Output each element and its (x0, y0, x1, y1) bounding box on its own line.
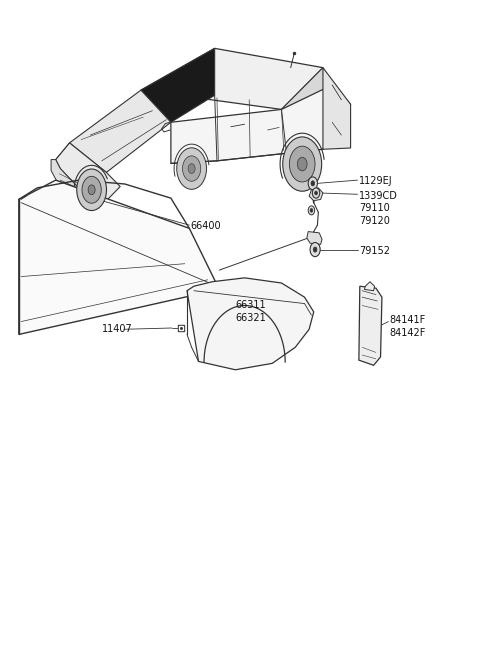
Polygon shape (51, 159, 85, 199)
Circle shape (289, 146, 315, 182)
Text: 79120: 79120 (359, 216, 390, 226)
Polygon shape (70, 90, 171, 173)
Polygon shape (187, 278, 314, 370)
Circle shape (308, 206, 315, 215)
Circle shape (283, 137, 322, 191)
Circle shape (88, 185, 95, 195)
Polygon shape (364, 281, 374, 291)
Text: 1129EJ: 1129EJ (359, 176, 393, 186)
Circle shape (82, 176, 101, 203)
Circle shape (312, 188, 320, 198)
Polygon shape (309, 188, 323, 201)
Circle shape (188, 164, 195, 173)
Text: 79110: 79110 (359, 203, 390, 213)
Polygon shape (19, 180, 219, 335)
Polygon shape (171, 85, 350, 163)
Circle shape (77, 169, 107, 211)
Text: 84142F: 84142F (390, 327, 426, 337)
Circle shape (311, 181, 315, 186)
Circle shape (310, 243, 320, 256)
Text: 1339CD: 1339CD (359, 190, 398, 201)
Circle shape (297, 157, 307, 171)
Polygon shape (281, 68, 332, 123)
Text: 84141F: 84141F (390, 316, 426, 325)
Circle shape (177, 148, 206, 190)
Polygon shape (141, 49, 323, 110)
Circle shape (310, 209, 313, 213)
Polygon shape (323, 68, 350, 150)
Text: 66321: 66321 (235, 313, 266, 323)
Circle shape (182, 156, 201, 181)
Text: 11407: 11407 (102, 324, 132, 335)
Text: 66311: 66311 (235, 300, 266, 310)
Circle shape (315, 191, 317, 195)
Polygon shape (141, 49, 215, 122)
Polygon shape (307, 232, 322, 245)
Text: 79152: 79152 (359, 246, 390, 256)
Circle shape (313, 247, 317, 252)
Circle shape (308, 177, 317, 190)
Text: 66400: 66400 (191, 222, 221, 232)
Polygon shape (359, 286, 382, 365)
Polygon shape (56, 143, 120, 201)
